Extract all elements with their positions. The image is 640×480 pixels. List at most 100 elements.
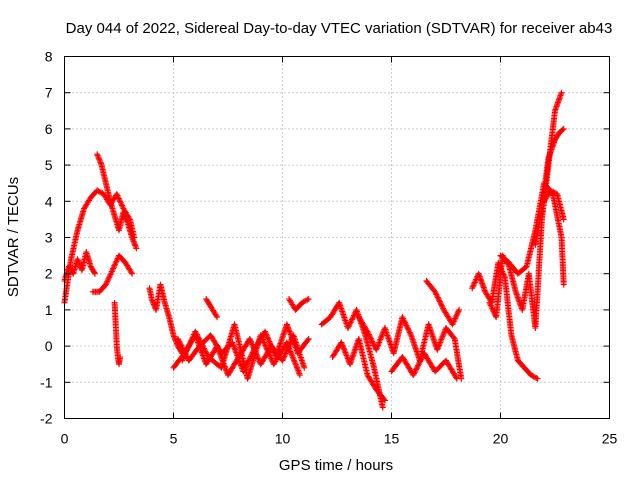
data-point	[280, 354, 287, 361]
data-point	[377, 335, 384, 342]
data-point	[265, 337, 272, 344]
x-tick-label: 25	[602, 431, 618, 447]
data-point	[451, 317, 458, 323]
data-point	[366, 332, 373, 339]
data-point	[301, 364, 308, 371]
data-point	[489, 306, 496, 313]
data-point	[343, 351, 349, 358]
data-point	[96, 188, 103, 195]
data-point	[432, 290, 439, 297]
data-point	[181, 353, 188, 360]
data-point	[439, 304, 446, 311]
data-point	[183, 347, 190, 354]
data-point	[267, 341, 274, 348]
data-point	[469, 283, 476, 290]
data-point	[98, 160, 104, 167]
data-point	[381, 396, 387, 403]
data-point	[111, 262, 118, 269]
data-point	[232, 348, 239, 355]
data-point	[438, 301, 445, 308]
data-point	[106, 274, 113, 281]
data-point	[346, 322, 353, 329]
data-point	[280, 356, 287, 363]
data-point	[189, 334, 196, 341]
data-point	[400, 315, 407, 322]
data-point	[471, 280, 478, 287]
data-point	[437, 299, 444, 306]
data-point	[264, 334, 271, 341]
data-point	[415, 361, 422, 368]
y-tick-label: 2	[45, 266, 53, 282]
chart-title: Day 044 of 2022, Sidereal Day-to-day VTE…	[66, 20, 613, 37]
data-point	[287, 330, 294, 337]
data-point	[452, 314, 459, 321]
y-tick-label: 1	[45, 302, 53, 318]
data-point	[376, 338, 383, 344]
data-point	[487, 302, 494, 309]
data-point	[289, 335, 296, 342]
data-point	[95, 188, 102, 195]
data-point	[118, 201, 125, 208]
data-point	[176, 339, 183, 346]
data-point	[450, 319, 457, 326]
data-point	[196, 337, 203, 344]
data-point	[258, 333, 265, 340]
grid	[64, 56, 610, 419]
data-point	[114, 256, 120, 263]
data-point	[255, 355, 262, 362]
data-point	[305, 296, 312, 302]
axis-ticks	[64, 56, 610, 419]
data-point	[122, 214, 129, 221]
data-point	[279, 357, 286, 364]
series-F	[146, 281, 186, 357]
y-tick-label: 5	[45, 157, 53, 173]
data-point	[179, 356, 186, 363]
data-point	[294, 364, 300, 371]
data-point	[246, 335, 253, 342]
y-tick-label: 3	[45, 230, 53, 246]
data-point	[287, 348, 294, 355]
data-point	[264, 348, 271, 355]
data-point	[268, 342, 275, 349]
data-point	[486, 299, 493, 306]
data-point	[149, 297, 156, 304]
x-tick-label: 10	[275, 431, 291, 447]
series-K	[286, 296, 312, 313]
data-point	[113, 191, 120, 198]
data-point	[382, 397, 388, 404]
data-point	[348, 318, 355, 324]
data-point	[454, 311, 461, 318]
data-point	[413, 366, 419, 373]
data-point	[379, 404, 386, 411]
data-point	[96, 158, 103, 164]
data-point	[268, 344, 275, 351]
y-tick-label: 7	[45, 85, 53, 101]
data-point	[284, 324, 291, 331]
data-point	[266, 339, 273, 346]
data-point	[133, 245, 140, 252]
data-point	[559, 126, 566, 133]
data-point	[91, 269, 98, 276]
data-point	[349, 353, 356, 360]
data-point	[434, 294, 441, 301]
data-point	[178, 342, 185, 349]
x-tick-label: 20	[493, 431, 509, 447]
data-point	[263, 331, 270, 338]
data-point	[104, 277, 111, 284]
data-point	[374, 343, 381, 350]
data-point	[344, 354, 351, 360]
data-point	[175, 337, 182, 344]
data-point	[410, 372, 417, 379]
series-S	[497, 180, 567, 288]
data-point	[450, 334, 457, 341]
data-point	[247, 337, 254, 344]
data-point	[249, 341, 256, 348]
data-point	[305, 335, 312, 342]
series-I	[179, 321, 303, 382]
data-point	[435, 295, 442, 302]
data-point	[231, 345, 238, 352]
data-point	[185, 344, 192, 351]
data-point	[248, 338, 254, 345]
data-point	[528, 372, 534, 379]
data-point	[414, 363, 421, 370]
